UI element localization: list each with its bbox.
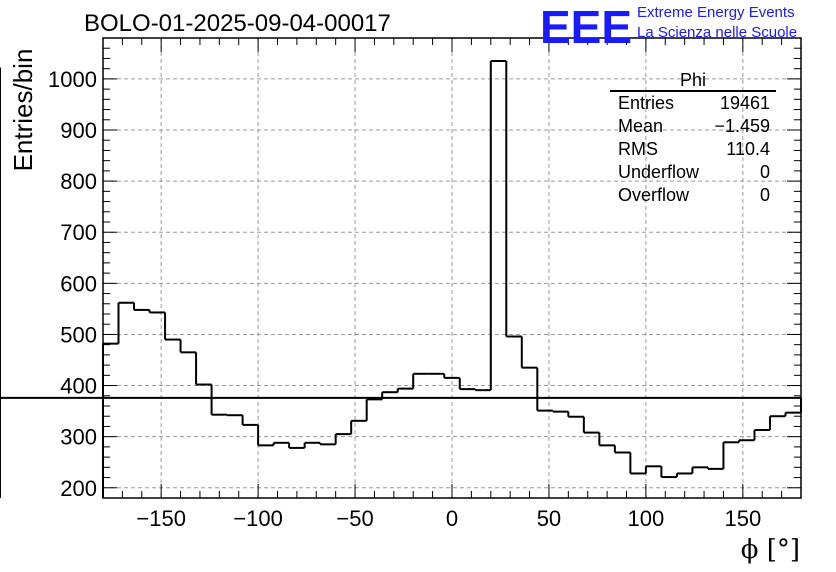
x-tick-label: 50: [537, 506, 561, 531]
stats-value: 19461: [719, 93, 770, 113]
histogram-steps: [0, 60, 802, 498]
y-tick-label: 1000: [48, 67, 97, 92]
axis-ticks: [103, 38, 801, 498]
x-tick-label: 150: [724, 506, 761, 531]
stats-label: Mean: [618, 116, 664, 136]
y-tick-label: 700: [60, 220, 97, 245]
y-tick-labels: 200 300 400 500 600 700 800 900 1000: [48, 67, 97, 501]
x-tick-labels: −150 −100 −50 0 50 100 150: [136, 506, 761, 531]
x-tick-label: −150: [136, 506, 186, 531]
stats-value: 0: [759, 185, 770, 205]
run-title: BOLO-01-2025-09-04-00017: [84, 10, 391, 37]
x-tick-label: 100: [628, 506, 665, 531]
x-tick-label: −50: [336, 506, 373, 531]
eee-logo: EEE: [540, 1, 633, 53]
y-tick-label: 400: [60, 374, 97, 399]
stats-value: 110.4: [726, 139, 770, 159]
stats-title: Phi: [610, 70, 776, 92]
stats-row-overflow: Overflow 0: [610, 184, 776, 207]
x-tick-label: −100: [233, 506, 283, 531]
stats-label: Overflow: [618, 185, 690, 205]
stats-label: Underflow: [618, 162, 700, 182]
stats-value: 0: [759, 162, 770, 182]
stats-label: Entries: [618, 93, 675, 113]
y-tick-label: 200: [60, 476, 97, 501]
y-tick-label: 300: [60, 425, 97, 450]
logo-line-1: Extreme Energy Events: [637, 4, 795, 21]
stats-row-entries: Entries 19461: [610, 92, 776, 115]
grid-lines: [103, 38, 801, 498]
y-tick-label: 600: [60, 271, 97, 296]
x-tick-label: 0: [446, 506, 458, 531]
y-axis-title: Entries/bin: [8, 49, 38, 172]
stats-row-underflow: Underflow 0: [610, 161, 776, 184]
logo-line-2: La Scienza nelle Scuole: [637, 24, 798, 41]
x-axis-title: ϕ [°]: [741, 535, 800, 565]
stats-row-mean: Mean −1.459: [610, 115, 776, 138]
y-tick-label: 500: [60, 322, 97, 347]
stats-value: −1.459: [714, 116, 770, 136]
stats-box: Phi Entries 19461 Mean −1.459 RMS 110.4 …: [610, 70, 776, 207]
y-tick-label: 900: [60, 118, 97, 143]
stats-label: RMS: [618, 139, 658, 159]
stats-row-rms: RMS 110.4: [610, 138, 776, 161]
y-tick-label: 800: [60, 169, 97, 194]
